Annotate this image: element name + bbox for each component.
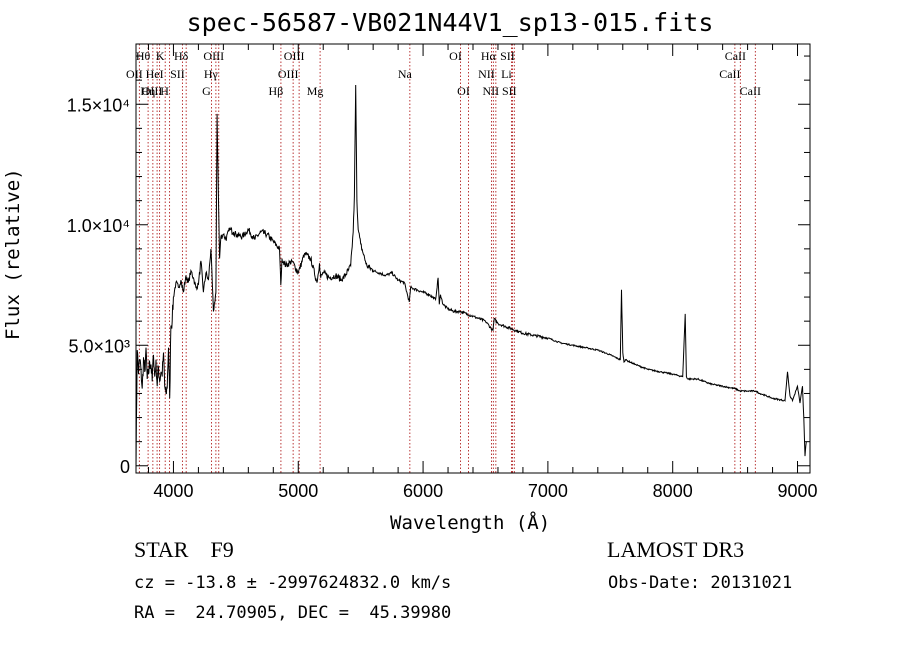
line-label-19: Hα <box>481 49 497 63</box>
ra-dec-coordinates: RA = 24.70905, DEC = 45.39980 <box>134 603 452 623</box>
line-label-26: CaII <box>719 67 740 81</box>
axis-ticks <box>136 44 810 473</box>
line-label-0: Hθ <box>136 49 151 63</box>
line-label-21: NII <box>478 67 495 81</box>
axis-tick-labels: 4000 5000 6000 7000 8000 9000 0 5.0×10³ 1.0×10⁴ 1… <box>67 95 818 501</box>
line-label-6: Hδ <box>174 49 189 63</box>
object-class: STAR F9 <box>134 537 234 562</box>
redshift-cz: cz = -13.8 ± -2997624832.0 km/s <box>134 573 452 593</box>
x-tick-label-2: 6000 <box>403 481 443 501</box>
line-label-18: OI <box>457 84 470 98</box>
line-label-5: Hη <box>140 84 155 98</box>
x-tick-label-3: 7000 <box>528 481 568 501</box>
line-label-3: K <box>156 49 165 63</box>
chart-title: spec-56587-VB021N44V1_sp13-015.fits <box>186 8 714 37</box>
line-label-12: Hβ <box>269 84 284 98</box>
line-label-15: Mg <box>307 84 324 98</box>
y-tick-label-3: 1.5×10⁴ <box>67 95 130 115</box>
line-label-27: CaII <box>740 84 761 98</box>
y-tick-label-0: 0 <box>120 457 130 477</box>
line-label-2: OIII <box>142 84 163 98</box>
line-label-23: NII <box>483 84 500 98</box>
x-tick-label-4: 8000 <box>653 481 693 501</box>
spectrum-plot: 4000 5000 6000 7000 8000 9000 0 5.0×10³ 1.0×10⁴ 1… <box>67 43 818 501</box>
line-label-24: SII <box>502 84 517 98</box>
observation-date: Obs-Date: 20131021 <box>608 573 793 593</box>
spectrum-line <box>135 84 807 471</box>
line-label-8: H <box>160 84 169 98</box>
spectral-line-markers <box>138 44 756 473</box>
y-tick-label-2: 1.0×10⁴ <box>67 216 130 236</box>
y-tick-label-1: 5.0×10³ <box>68 336 130 356</box>
line-label-9: OIII <box>203 49 224 63</box>
survey-name: LAMOST DR3 <box>607 537 745 562</box>
line-label-11: G <box>202 84 211 98</box>
line-label-7: SII <box>170 67 185 81</box>
line-label-16: Na <box>398 67 413 81</box>
line-label-22: Li <box>501 67 512 81</box>
line-label-13: OIII <box>284 49 305 63</box>
line-label-10: Hγ <box>204 67 219 81</box>
x-tick-label-1: 5000 <box>278 481 318 501</box>
line-label-17: OI <box>449 49 462 63</box>
plot-frame <box>135 43 811 474</box>
line-label-14: OIII <box>278 67 299 81</box>
line-label-20: SII <box>500 49 515 63</box>
line-label-25: CaII <box>725 49 746 63</box>
x-axis-label: Wavelength (Å) <box>390 512 551 534</box>
line-label-4: HeI <box>146 67 164 81</box>
y-axis-label: Flux (relative) <box>2 168 24 340</box>
plot-axes <box>135 43 811 474</box>
x-tick-label-0: 4000 <box>153 481 193 501</box>
x-tick-label-5: 9000 <box>777 481 817 501</box>
line-label-1: OII <box>126 67 143 81</box>
